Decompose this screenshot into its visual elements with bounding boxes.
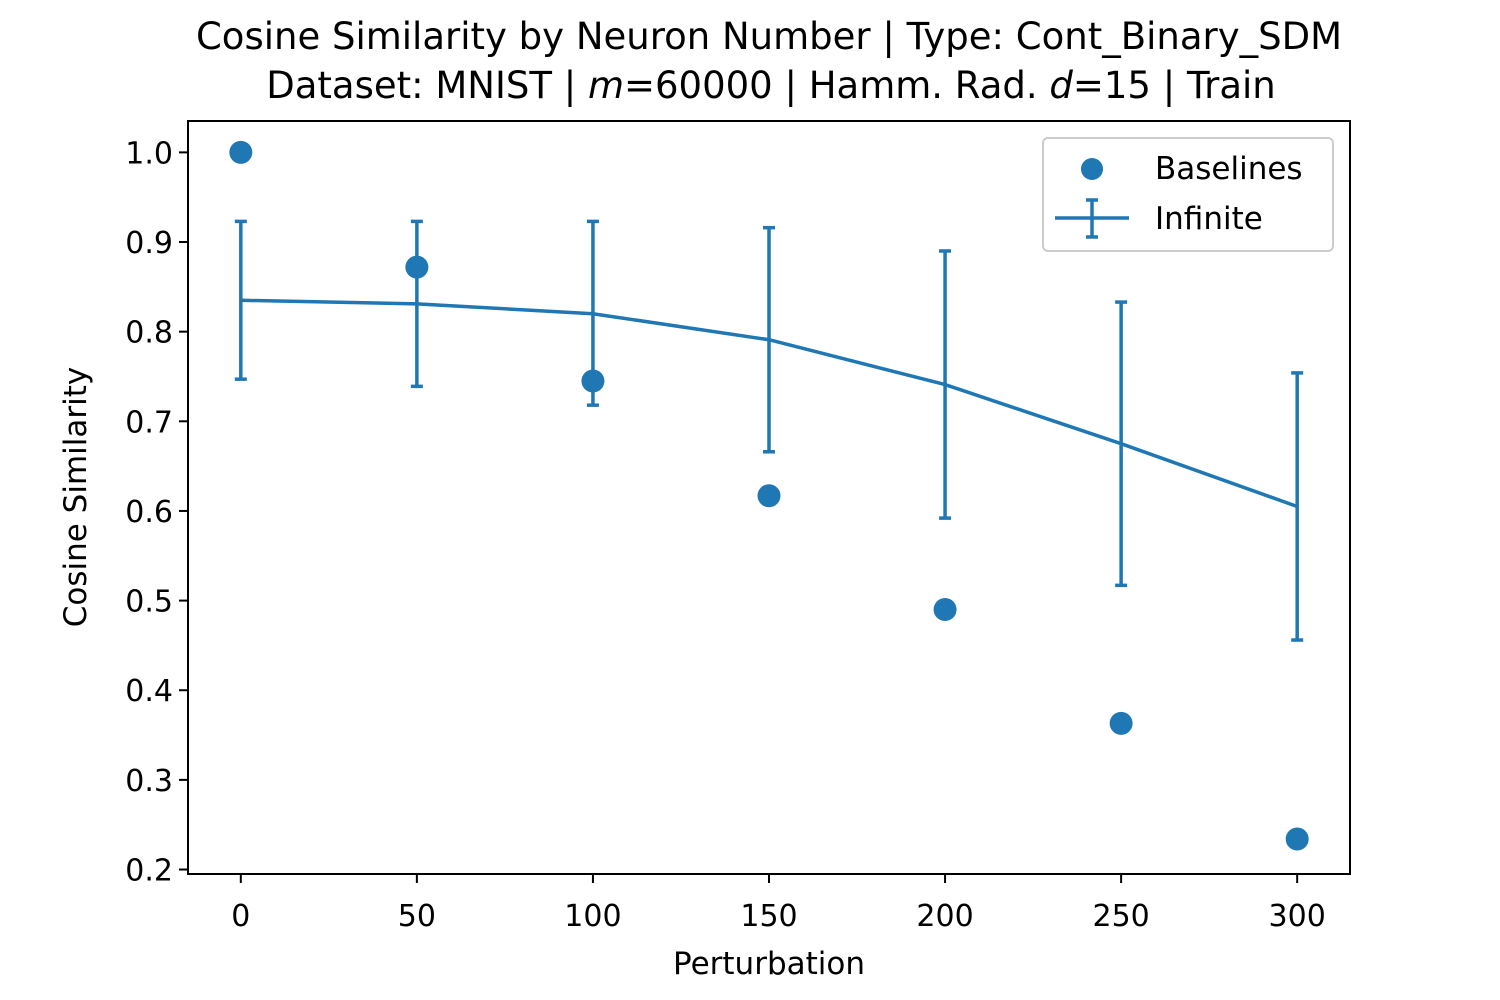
legend-baselines-marker bbox=[1081, 158, 1103, 180]
y-tick-label: 1.0 bbox=[125, 136, 173, 171]
y-axis-label: Cosine Similarity bbox=[58, 367, 94, 628]
infinite-errorbars bbox=[234, 219, 1304, 642]
y-tick-label: 0.7 bbox=[125, 405, 173, 440]
baselines-point bbox=[581, 369, 605, 393]
baselines-point bbox=[1109, 711, 1133, 735]
y-tick-label: 0.2 bbox=[125, 854, 173, 889]
y-tick-label: 0.8 bbox=[125, 316, 173, 351]
baselines-point bbox=[405, 255, 429, 279]
y-tick-label: 0.6 bbox=[125, 495, 173, 530]
title-d-symbol: d bbox=[1049, 64, 1073, 107]
title-m-value: =60000 | Hamm. Rad. bbox=[624, 64, 1049, 107]
legend-infinite-label: Infinite bbox=[1155, 201, 1263, 237]
title-m-symbol: m bbox=[588, 64, 624, 107]
y-tick-label: 0.5 bbox=[125, 585, 173, 620]
x-tick-label: 50 bbox=[398, 899, 436, 934]
y-tick-label: 0.3 bbox=[125, 764, 173, 799]
y-tick-label: 0.4 bbox=[125, 674, 173, 709]
infinite-series-line bbox=[240, 298, 1298, 509]
legend: Baselines Infinite bbox=[1042, 137, 1334, 252]
y-tick-label: 0.9 bbox=[125, 226, 173, 261]
x-tick-label: 250 bbox=[1092, 899, 1149, 934]
x-tick-label: 150 bbox=[740, 899, 797, 934]
legend-baselines-label: Baselines bbox=[1155, 151, 1303, 187]
baselines-point bbox=[1285, 827, 1309, 851]
x-tick-label: 200 bbox=[916, 899, 973, 934]
chart-title-line2: Dataset: MNIST | m=60000 | Hamm. Rad. d=… bbox=[266, 64, 1276, 107]
title-dataset: Dataset: MNIST | bbox=[266, 64, 588, 107]
x-tick-label: 100 bbox=[564, 899, 621, 934]
x-axis: 0 50 100 150 200 250 300 bbox=[231, 874, 1326, 934]
x-axis-label: Perturbation bbox=[673, 946, 865, 982]
baselines-point bbox=[933, 598, 957, 622]
x-tick-label: 300 bbox=[1269, 899, 1326, 934]
x-tick-label: 0 bbox=[231, 899, 250, 934]
legend-box bbox=[1042, 137, 1334, 252]
baselines-point bbox=[229, 140, 253, 164]
baselines-point bbox=[757, 484, 781, 508]
title-d-value: =15 | Train bbox=[1073, 64, 1276, 107]
y-axis: 0.2 0.3 0.4 0.5 0.6 0.7 0.8 0.9 1.0 bbox=[125, 136, 188, 889]
chart-title-line1: Cosine Similarity by Neuron Number | Typ… bbox=[196, 15, 1342, 58]
baselines-points bbox=[229, 140, 1309, 851]
plot-frame bbox=[187, 120, 1351, 875]
